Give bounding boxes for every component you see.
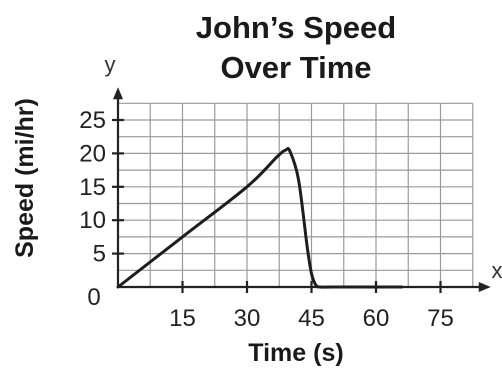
- x-tick-label: 15: [169, 305, 196, 332]
- x-tick-label: 45: [298, 305, 325, 332]
- speed-series-line: [116, 147, 404, 289]
- x-tick-label: 60: [363, 305, 390, 332]
- x-axis-arrow: [478, 282, 491, 292]
- y-axis-title: Speed (mi/hr): [11, 98, 39, 258]
- chart-series: [116, 147, 404, 289]
- chart-axes: [113, 87, 491, 292]
- x-axis-title: Time (s): [248, 339, 343, 367]
- chart-title-line-1: John’s Speed: [196, 10, 396, 45]
- x-axis-letter: x: [492, 258, 502, 283]
- x-tick-label: 30: [234, 305, 261, 332]
- y-tick-label: 10: [79, 207, 106, 234]
- y-tick-label: 15: [79, 174, 106, 201]
- y-tick-label: 25: [79, 107, 106, 134]
- y-axis-letter: y: [105, 52, 116, 77]
- y-axis-arrow: [113, 87, 123, 100]
- chart-ticks: 15 30 45 60 75 5 10 15 20 25: [79, 107, 454, 332]
- chart-grid: [118, 102, 474, 287]
- y-tick-label: 20: [79, 140, 106, 167]
- x-tick-label: 75: [427, 305, 454, 332]
- y-tick-label: 5: [93, 241, 106, 268]
- origin-label: 0: [87, 284, 100, 311]
- chart-title-line-2: Over Time: [220, 50, 371, 85]
